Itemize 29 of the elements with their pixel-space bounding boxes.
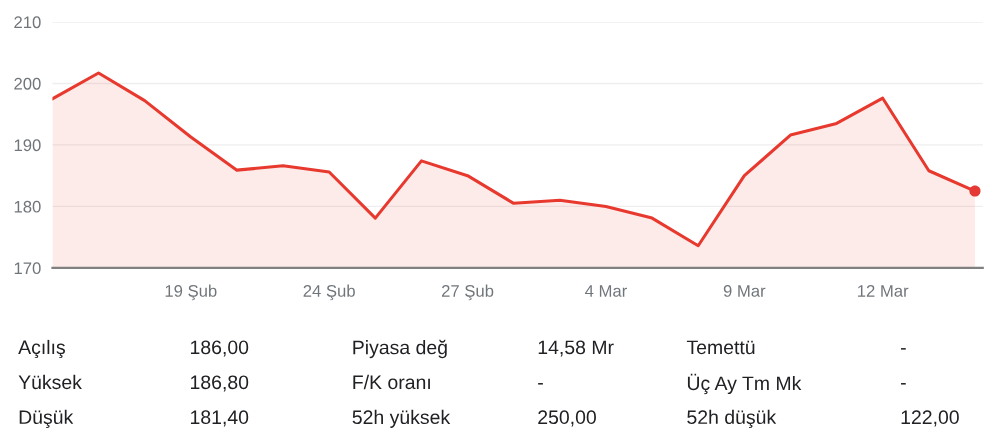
text: -	[901, 383, 906, 385]
text: Piyasa değ	[353, 339, 447, 359]
x-tick-label: 9 Mar	[723, 285, 766, 297]
text: Yüksek	[18, 374, 82, 390]
text: 52h yüksek	[352, 409, 451, 428]
text: Temettü	[686, 340, 755, 355]
y-tick-label: 210	[14, 16, 41, 29]
text: -	[901, 348, 906, 350]
text: 186,00	[190, 340, 249, 357]
y-tick-label: 180	[14, 200, 41, 213]
text: Açılış	[18, 339, 65, 359]
x-tick-label: 24 Şub	[303, 284, 355, 301]
text: F/K oranı	[353, 374, 430, 390]
x-tick-label: 4 Mar	[585, 285, 627, 297]
text: 52h düşük	[687, 409, 777, 428]
x-tick-label: 12 Mar	[858, 285, 909, 297]
text: 14,58 Mr	[538, 340, 614, 357]
x-tick-label: 19 Şub	[165, 284, 217, 301]
y-tick-label: 200	[14, 77, 41, 90]
x-tick-label: 27 Şub	[441, 284, 494, 301]
text: Üç Ay Tm Mk	[687, 373, 802, 395]
y-tick-label: 190	[14, 139, 41, 152]
text: 250,00	[538, 410, 596, 427]
y-tick-label: 170	[14, 262, 41, 275]
text: Düşük	[19, 409, 74, 428]
text: -	[538, 383, 543, 385]
text: 186,80	[190, 375, 249, 392]
text: 181,40	[190, 410, 249, 427]
text: 122,00	[901, 410, 959, 427]
